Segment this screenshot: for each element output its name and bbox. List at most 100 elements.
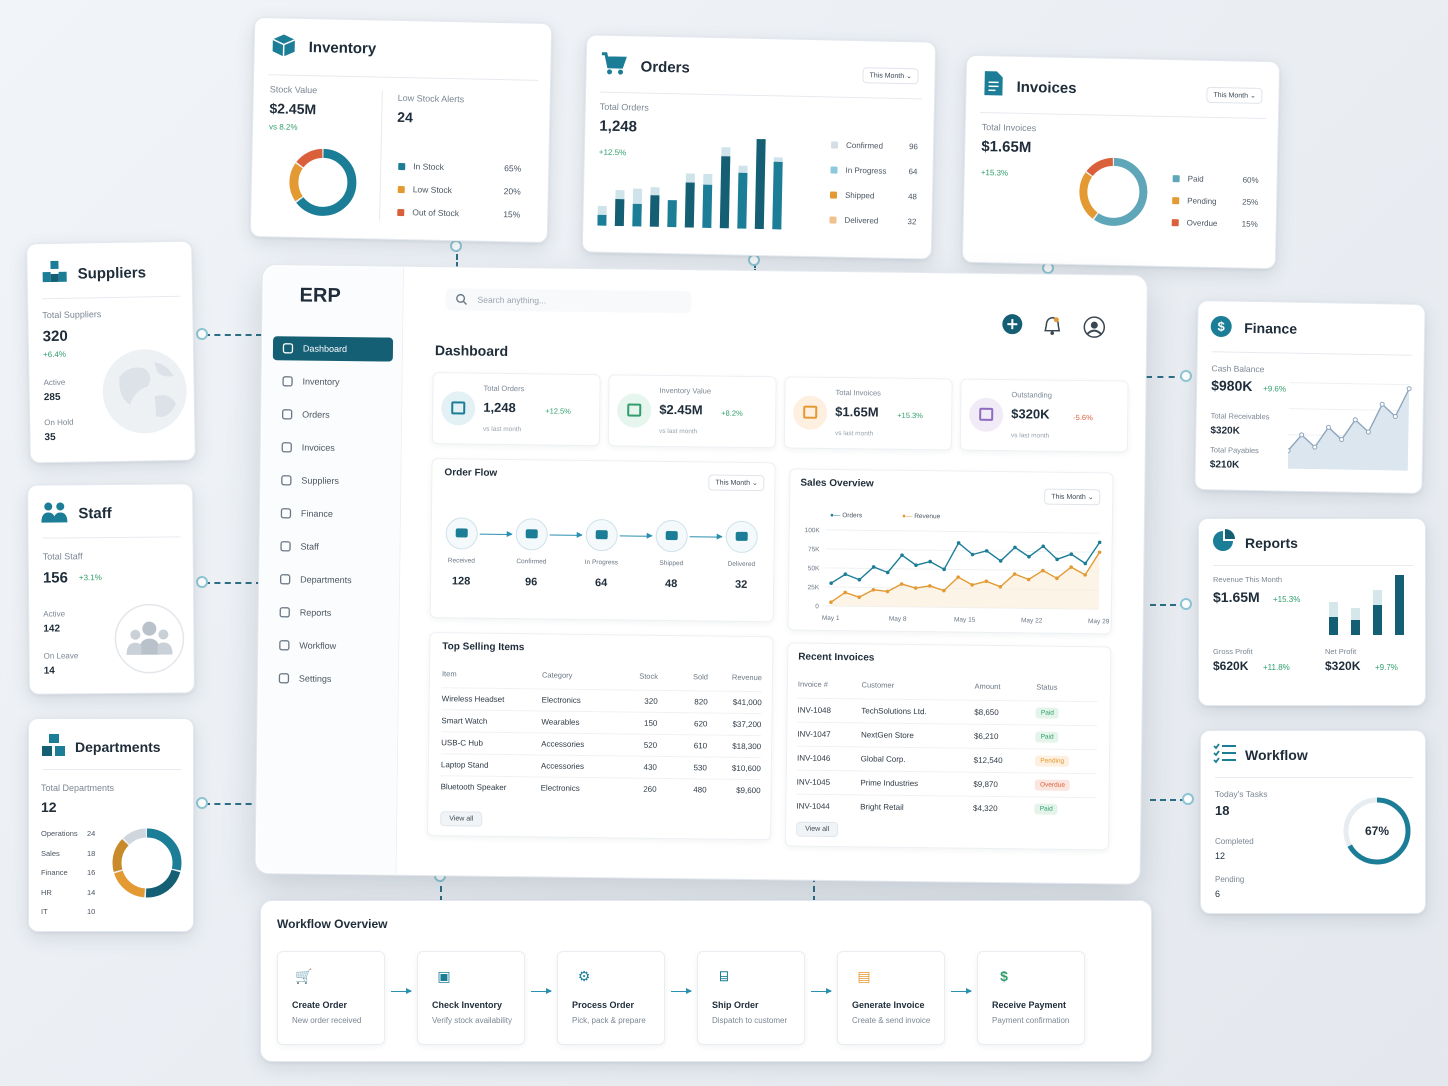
orders-period-dropdown[interactable]: This Month ⌄ [862, 67, 920, 85]
sidebar-item-suppliers[interactable]: Suppliers [271, 468, 391, 493]
department-name: Sales [41, 848, 60, 858]
workflow-overview-panel[interactable]: Workflow Overview 🛒 Create Order New order… [260, 900, 1152, 1062]
sidebar-item-staff[interactable]: Staff [270, 534, 390, 559]
inventory-card[interactable]: Inventory Stock Value $2.45M vs 8.2% Low… [249, 16, 553, 244]
flow-step-label: In Progress [584, 558, 619, 567]
workflow-step[interactable]: $ Receive Payment Payment confirmation [977, 951, 1085, 1045]
table-cell: Overdue [1034, 773, 1097, 798]
table-row[interactable]: Bluetooth Speaker Electronics 260 480 $9,600 [440, 775, 761, 802]
order-flow-panel[interactable]: Order Flow This Month ⌄ Received 128 Confi… [429, 458, 776, 623]
workflow-step[interactable]: ⌸ Ship Order Dispatch to customer [697, 951, 805, 1045]
invoices-card[interactable]: Invoices This Month ⌄ Total Invoices $1.… [961, 54, 1281, 270]
chevron-down-icon: ⌄ [1087, 494, 1094, 502]
stat-delta: -5.6% [1073, 412, 1093, 423]
donut-segment [112, 828, 182, 898]
flow-arrow [689, 536, 722, 538]
table-row[interactable]: INV-1048 TechSolutions Ltd. $8,650 Paid [797, 698, 1098, 726]
divider [42, 536, 181, 539]
table-cell: 520 [643, 740, 658, 750]
chevron-down-icon: ⌄ [906, 73, 913, 81]
sidebar-item-finance[interactable]: Finance [271, 501, 391, 526]
add-button[interactable] [1001, 313, 1023, 335]
legend-swatch [1172, 175, 1180, 183]
on-hold-label: On Hold [44, 417, 74, 428]
sidebar-item-reports[interactable]: Reports [270, 600, 390, 625]
table-row[interactable]: INV-1044 Bright Retail $4,320 Paid [796, 794, 1097, 822]
view-all-button[interactable]: View all [796, 821, 839, 838]
recent-invoices-panel[interactable]: Recent Invoices Invoice # Customer Amount S… [784, 642, 1112, 851]
reports-card[interactable]: Reports Revenue This Month $1.65M +15.3%… [1198, 518, 1426, 706]
gears-icon: ⚙ [577, 968, 591, 984]
orders-title: Orders [640, 58, 691, 77]
data-point [998, 584, 1003, 589]
view-all-button[interactable]: View all [440, 811, 483, 827]
sidebar-item-invoices[interactable]: Invoices [272, 435, 392, 460]
point [1339, 437, 1345, 443]
app-logo[interactable]: ERP [299, 284, 341, 307]
flow-step-label: Delivered [727, 560, 756, 569]
stat-delta: +15.3% [897, 410, 923, 421]
sidebar-item-inventory[interactable]: Inventory [272, 369, 392, 394]
point [1312, 444, 1318, 450]
active-value: 285 [43, 391, 61, 404]
stat-icon-glyph [451, 401, 466, 415]
legend-label: In Progress [845, 165, 887, 176]
stat-cards: Total Orders 1,248 +12.5% vs last month Inve… [3, 0, 1448, 453]
workflow-icon [279, 640, 290, 651]
flow-step-icon [655, 519, 688, 553]
workflow-card[interactable]: Workflow Today's Tasks 18 Completed 12 P… [1200, 730, 1426, 914]
invoices-period-dropdown[interactable]: This Month ⌄ [1206, 86, 1264, 104]
sidebar-item-settings[interactable]: Settings [269, 666, 389, 691]
sidebar-item-departments[interactable]: Departments [270, 567, 390, 592]
stat-card[interactable]: Inventory Value $2.45M +8.2% vs last month [607, 374, 777, 449]
table-row[interactable]: INV-1045 Prime Industries $9,870 Overdue [796, 770, 1097, 798]
connector-reports [1150, 604, 1186, 606]
gridline [1289, 382, 1410, 386]
connector-dot [450, 240, 462, 252]
workflow-step-subtitle: Dispatch to customer [712, 1016, 788, 1025]
search-bar[interactable]: Search anything... [445, 288, 692, 314]
invoices-donut [1079, 157, 1148, 226]
finance-card[interactable]: $ Finance Cash Balance $980K +9.6% Total… [1194, 300, 1426, 494]
table-cell: $12,540 [973, 755, 1003, 766]
department-count: 24 [87, 829, 96, 838]
workflow-step[interactable]: ▣ Check Inventory Verify stock availabilit… [417, 951, 525, 1045]
flow-step-glyph [665, 530, 678, 541]
bell-icon[interactable] [1043, 316, 1061, 336]
x-tick-label: May 1 [822, 615, 840, 622]
departments-card[interactable]: Departments Total Departments 12 Operati… [28, 718, 194, 932]
staff-card[interactable]: Staff Total Staff 156 +3.1% Active 142 O… [27, 483, 195, 695]
stock-value: $2.45M [269, 100, 317, 118]
workflow-step[interactable]: ⚙ Process Order Pick, pack & prepare [557, 951, 665, 1045]
total-invoices-delta: +15.3% [980, 168, 1009, 178]
workflow-step[interactable]: ▤ Generate Invoice Create & send invoice [837, 951, 945, 1045]
tasks-value: 18 [1215, 803, 1230, 818]
top-selling-title: Top Selling Items [442, 641, 525, 654]
avatar[interactable] [1083, 316, 1106, 338]
order-flow-dropdown[interactable]: This Month ⌄ [708, 474, 765, 492]
sidebar-item-label: Departments [300, 574, 352, 586]
finance-icon [280, 508, 292, 519]
sidebar-item-dashboard[interactable]: Dashboard [272, 336, 394, 362]
stat-card[interactable]: Total Invoices $1.65M +15.3% vs last month [783, 376, 953, 451]
staff-icon [41, 502, 68, 523]
orders-card[interactable]: Orders This Month ⌄ Total Orders 1,248 +… [581, 34, 937, 260]
sidebar-item-workflow[interactable]: Workflow [269, 633, 389, 658]
table-row[interactable]: INV-1047 NextGen Store $6,210 Paid [797, 722, 1098, 750]
chevron-down-icon: ⌄ [751, 480, 758, 488]
sales-dropdown[interactable]: This Month ⌄ [1044, 488, 1101, 506]
stat-card[interactable]: Total Orders 1,248 +12.5% vs last month [431, 372, 601, 447]
sales-overview-panel[interactable]: Sales Overview This Month ⌄ ●— Orders ●—… [787, 468, 1114, 635]
line [1287, 388, 1410, 452]
legend-item: Overdue [1171, 218, 1218, 228]
table-cell: Electronics [540, 783, 580, 793]
column-header: Amount [974, 681, 1001, 692]
data-point [843, 590, 847, 595]
top-selling-panel[interactable]: Top Selling Items Item Category Stock Sold R… [427, 632, 774, 841]
suppliers-card[interactable]: Suppliers Total Suppliers 320 +6.4% Acti… [26, 240, 196, 464]
table-row[interactable]: INV-1046 Global Corp. $12,540 Pending [796, 746, 1098, 774]
sidebar-item-orders[interactable]: Orders [272, 402, 392, 427]
search-input[interactable]: Search anything... [477, 294, 547, 306]
stat-card[interactable]: Outstanding $320K -5.6% vs last month [959, 378, 1129, 453]
workflow-step[interactable]: 🛒 Create Order New order received [277, 951, 385, 1045]
